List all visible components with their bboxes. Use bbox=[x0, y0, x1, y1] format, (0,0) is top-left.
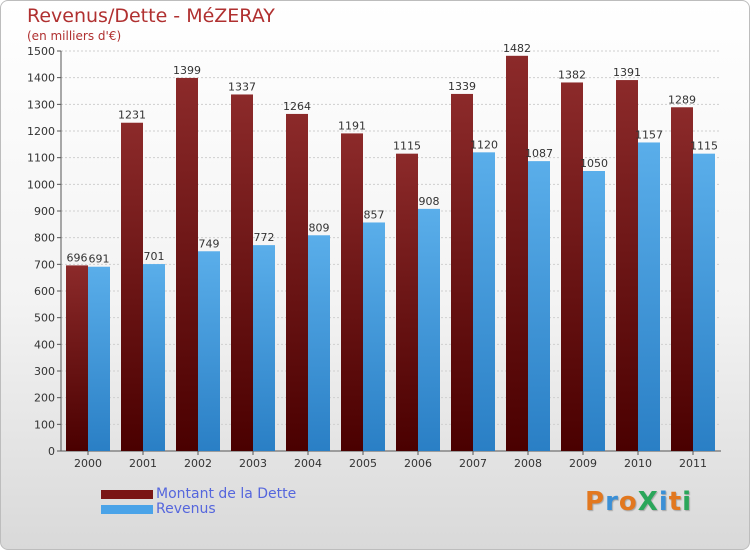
data-label-dette: 1339 bbox=[448, 80, 476, 93]
data-label-revenus: 857 bbox=[364, 208, 385, 221]
bar-revenus bbox=[88, 266, 110, 451]
bar-dette bbox=[616, 80, 638, 452]
legend-swatch-revenus bbox=[101, 505, 153, 514]
chart-title: Revenus/Dette - MéZERAY bbox=[27, 5, 275, 27]
y-tick-label: 700 bbox=[34, 258, 55, 271]
data-label-revenus: 701 bbox=[144, 250, 165, 263]
x-tick-label: 2010 bbox=[624, 457, 652, 470]
y-tick-label: 100 bbox=[34, 418, 55, 431]
y-tick-label: 800 bbox=[34, 232, 55, 245]
brand-logo-letter: r bbox=[605, 487, 619, 517]
brand-logo-letter: t bbox=[668, 487, 683, 517]
bar-revenus bbox=[528, 161, 550, 451]
x-tick-label: 2000 bbox=[74, 457, 102, 470]
x-tick-label: 2008 bbox=[514, 457, 542, 470]
bar-revenus bbox=[253, 245, 275, 451]
x-tick-label: 2005 bbox=[349, 457, 377, 470]
data-label-dette: 1264 bbox=[283, 100, 311, 113]
bar-dette bbox=[396, 153, 418, 451]
data-label-revenus: 1115 bbox=[690, 140, 718, 153]
data-label-dette: 696 bbox=[67, 251, 88, 264]
bar-dette bbox=[286, 113, 308, 451]
data-label-revenus: 772 bbox=[254, 231, 275, 244]
bar-revenus bbox=[473, 152, 495, 452]
bar-dette bbox=[231, 94, 253, 451]
bar-revenus bbox=[143, 264, 165, 451]
data-label-dette: 1391 bbox=[613, 66, 641, 79]
y-tick-label: 900 bbox=[34, 205, 55, 218]
x-tick-label: 2002 bbox=[184, 457, 212, 470]
bar-dette bbox=[451, 93, 473, 451]
x-tick-label: 2003 bbox=[239, 457, 267, 470]
x-tick-label: 2011 bbox=[679, 457, 707, 470]
y-tick-label: 600 bbox=[34, 285, 55, 298]
brand-logo-letter: o bbox=[618, 487, 638, 517]
data-label-revenus: 1120 bbox=[470, 138, 498, 151]
brand-logo-letter: i bbox=[682, 487, 693, 517]
y-tick-label: 500 bbox=[34, 312, 55, 325]
bar-dette bbox=[341, 133, 363, 451]
legend-label-revenus: Revenus bbox=[156, 501, 216, 517]
y-tick-label: 1500 bbox=[27, 45, 55, 58]
data-label-revenus: 1087 bbox=[525, 147, 553, 160]
data-label-dette: 1382 bbox=[558, 68, 586, 81]
brand-logo-letter: i bbox=[658, 487, 669, 517]
brand-logo-letter: X bbox=[637, 487, 659, 517]
data-label-revenus: 749 bbox=[199, 237, 220, 250]
bar-revenus bbox=[638, 142, 660, 451]
bar-revenus bbox=[418, 208, 440, 451]
bar-revenus bbox=[198, 251, 220, 451]
data-label-dette: 1231 bbox=[118, 109, 146, 122]
bar-dette bbox=[561, 82, 583, 451]
data-label-dette: 1289 bbox=[668, 93, 696, 106]
bar-revenus bbox=[363, 222, 385, 451]
y-tick-label: 1300 bbox=[27, 98, 55, 111]
data-label-dette: 1482 bbox=[503, 42, 531, 55]
data-label-dette: 1115 bbox=[393, 140, 421, 153]
data-label-revenus: 1157 bbox=[635, 128, 663, 141]
data-label-dette: 1337 bbox=[228, 80, 256, 93]
y-tick-label: 1400 bbox=[27, 72, 55, 85]
data-label-revenus: 908 bbox=[419, 195, 440, 208]
brand-logo-letter: P bbox=[585, 487, 606, 517]
x-tick-label: 2006 bbox=[404, 457, 432, 470]
data-label-revenus: 809 bbox=[309, 221, 330, 234]
bar-chart: 0 100 200 300 400 500 600 700 800 900 1000 1100 1200… bbox=[27, 42, 721, 470]
bar-dette bbox=[121, 122, 143, 451]
data-label-dette: 1191 bbox=[338, 119, 366, 132]
x-tick-label: 2007 bbox=[459, 457, 487, 470]
y-tick-label: 1200 bbox=[27, 125, 55, 138]
data-label-revenus: 691 bbox=[89, 253, 110, 266]
legend-label-dette: Montant de la Dette bbox=[156, 486, 297, 502]
y-tick-label: 200 bbox=[34, 392, 55, 405]
y-tick-label: 0 bbox=[48, 445, 55, 458]
data-label-revenus: 1050 bbox=[580, 157, 608, 170]
x-tick-label: 2004 bbox=[294, 457, 322, 470]
legend-swatch-dette bbox=[101, 490, 153, 499]
x-tick-label: 2009 bbox=[569, 457, 597, 470]
y-tick-label: 1100 bbox=[27, 152, 55, 165]
bar-dette bbox=[66, 265, 88, 451]
bar-dette bbox=[671, 107, 693, 452]
y-tick-label: 300 bbox=[34, 365, 55, 378]
chart-subtitle: (en milliers d'€) bbox=[27, 29, 122, 43]
y-tick-label: 1000 bbox=[27, 178, 55, 191]
bar-dette bbox=[176, 77, 198, 451]
bar-revenus bbox=[308, 235, 330, 451]
brand-logo: ProXiti bbox=[585, 487, 692, 517]
y-tick-label: 400 bbox=[34, 338, 55, 351]
x-tick-label: 2001 bbox=[129, 457, 157, 470]
bar-revenus bbox=[583, 171, 605, 451]
bar-revenus bbox=[693, 153, 715, 451]
data-label-dette: 1399 bbox=[173, 64, 201, 77]
bar-dette bbox=[506, 55, 528, 452]
